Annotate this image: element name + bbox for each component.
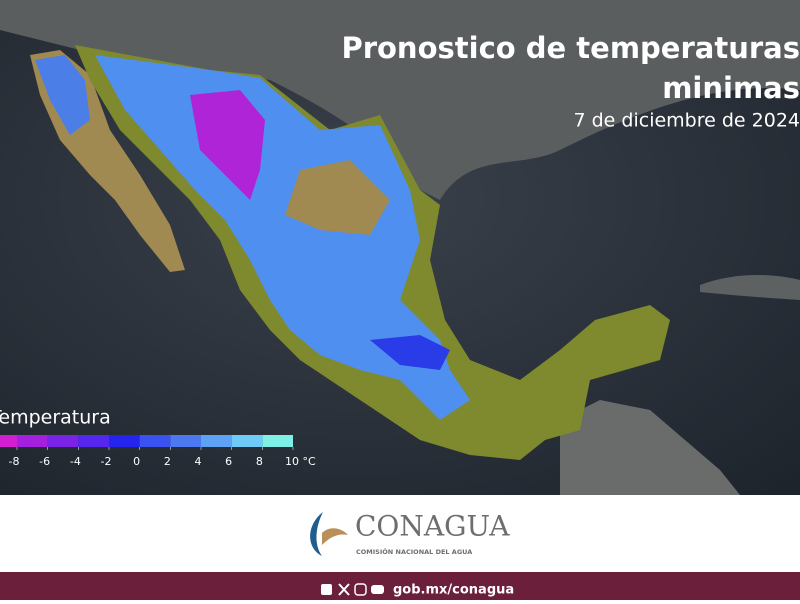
color-swatch: [201, 435, 232, 447]
legend: -8 -6 -4 -2 0 2 4 6 8 10 °C: [0, 435, 316, 468]
color-swatch: [109, 435, 140, 447]
temp-baja: [35, 55, 90, 135]
legend-title: Temperatura: [0, 407, 111, 429]
color-swatch: [0, 435, 18, 447]
tick-label: 8: [256, 455, 263, 468]
title: minimas: [662, 71, 800, 105]
tick-label: 10 °C: [285, 455, 316, 468]
tick-label: -6: [39, 455, 50, 468]
tick-label: 0: [133, 455, 140, 468]
temp-cold-spot: [370, 335, 450, 370]
x-icon[interactable]: [338, 583, 350, 596]
date: 7 de diciembre de 2024: [573, 110, 800, 132]
footer-bar: [0, 572, 800, 600]
brand: CONAGUA: [355, 510, 510, 543]
land-central-america: [560, 400, 740, 495]
color-swatch: [262, 435, 293, 447]
tick-label: -2: [101, 455, 112, 468]
logo-icon: [310, 512, 323, 556]
color-swatch: [78, 435, 109, 447]
instagram-icon[interactable]: [354, 583, 367, 596]
facebook-icon[interactable]: [321, 584, 332, 595]
tick-label: 6: [225, 455, 232, 468]
youtube-icon[interactable]: [371, 585, 384, 594]
color-swatch: [17, 435, 48, 447]
temp-warm-area: [285, 160, 390, 235]
brand-subtitle: COMISIÓN NACIONAL DEL AGUA: [356, 547, 472, 556]
tick-label: 4: [195, 455, 202, 468]
color-swatch: [47, 435, 79, 447]
tick-label: -4: [70, 455, 81, 468]
color-swatch: [231, 435, 263, 447]
color-swatch: [139, 435, 171, 447]
link[interactable]: gob.mx/conagua: [393, 583, 514, 598]
color-swatch: [170, 435, 201, 447]
footer: [0, 495, 800, 572]
tick-label: 2: [164, 455, 171, 468]
land-north: [0, 0, 800, 200]
title: Pronostico de temperaturas: [341, 31, 800, 65]
temp-cold-area: [95, 55, 470, 420]
land-cuba: [700, 275, 800, 300]
temp-coldest-area: [190, 90, 265, 200]
logo-icon: [322, 528, 348, 545]
tick-label: -8: [9, 455, 20, 468]
